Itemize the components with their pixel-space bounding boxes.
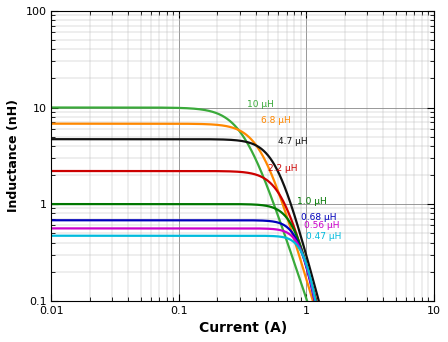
Text: 2.2 μH: 2.2 μH [268, 164, 297, 173]
Text: 0.47 μH: 0.47 μH [306, 232, 342, 241]
Text: 1.0 μH: 1.0 μH [297, 197, 327, 206]
Text: 0.56 μH: 0.56 μH [304, 221, 339, 231]
X-axis label: Current (A): Current (A) [198, 321, 287, 335]
Text: 4.7 μH: 4.7 μH [278, 137, 308, 146]
Text: 10 μH: 10 μH [247, 100, 274, 109]
Text: 6.8 μH: 6.8 μH [261, 116, 291, 125]
Y-axis label: Inductance (nH): Inductance (nH) [7, 99, 20, 212]
Text: 0.68 μH: 0.68 μH [301, 213, 336, 222]
